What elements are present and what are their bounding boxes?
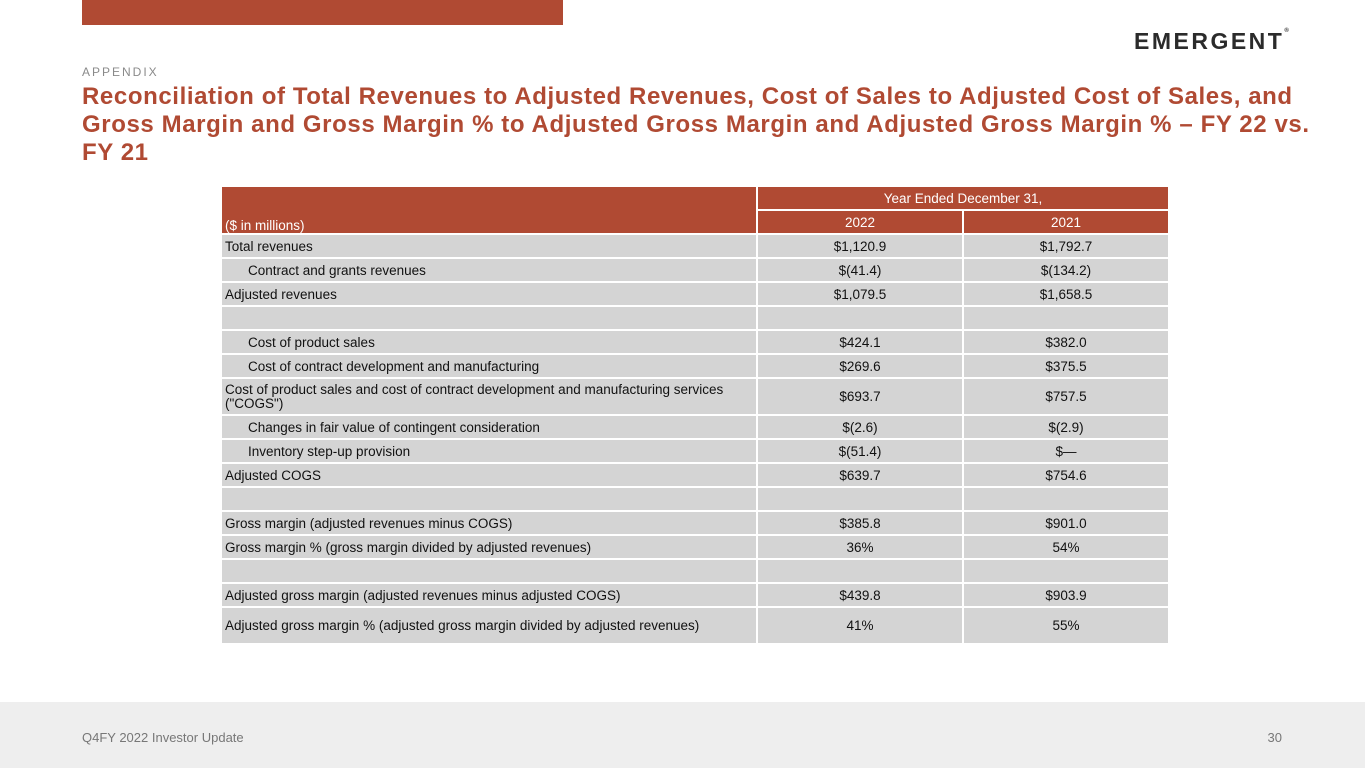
value-2021: $903.9: [962, 582, 1170, 608]
table-row: Inventory step-up provision $(51.4) $—: [220, 438, 1170, 464]
row-label: [220, 305, 758, 331]
value-2022: $693.7: [756, 377, 964, 416]
table-row: Cost of product sales $424.1 $382.0: [220, 329, 1170, 355]
year-header: 2021: [962, 209, 1170, 235]
table-row: Changes in fair value of contingent cons…: [220, 414, 1170, 440]
section-label: APPENDIX: [82, 65, 159, 79]
row-label: Cost of product sales: [220, 329, 758, 355]
row-label: Cost of product sales and cost of contra…: [220, 377, 758, 416]
row-label: Total revenues: [220, 233, 758, 259]
value-2022: [756, 486, 964, 512]
table-row: Adjusted revenues $1,079.5 $1,658.5: [220, 281, 1170, 307]
table-row: Adjusted gross margin (adjusted revenues…: [220, 582, 1170, 608]
value-2022: $(41.4): [756, 257, 964, 283]
row-label: Adjusted COGS: [220, 462, 758, 488]
page-number: 30: [1267, 730, 1282, 745]
value-2022: $439.8: [756, 582, 964, 608]
row-label: Gross margin (adjusted revenues minus CO…: [220, 510, 758, 536]
table-row: [220, 558, 1170, 584]
value-2021: $1,792.7: [962, 233, 1170, 259]
table-row: Cost of product sales and cost of contra…: [220, 377, 1170, 416]
accent-bar: [82, 0, 563, 25]
value-2021: $375.5: [962, 353, 1170, 379]
value-2022: 41%: [756, 606, 964, 645]
logo-text: EMERGENT: [1134, 28, 1285, 54]
value-2022: $385.8: [756, 510, 964, 536]
reconciliation-table: ($ in millions) Year Ended December 31, 2…: [220, 185, 1170, 645]
year-header: 2022: [756, 209, 964, 235]
value-2021: 54%: [962, 534, 1170, 560]
value-2021: $901.0: [962, 510, 1170, 536]
row-label: Changes in fair value of contingent cons…: [220, 414, 758, 440]
footer-title: Q4FY 2022 Investor Update: [82, 730, 244, 745]
value-2021: $(2.9): [962, 414, 1170, 440]
value-2022: $269.6: [756, 353, 964, 379]
table-row: Adjusted COGS $639.7 $754.6: [220, 462, 1170, 488]
emergent-logo: EMERGENT®: [1134, 28, 1292, 54]
table-row: Gross margin (adjusted revenues minus CO…: [220, 510, 1170, 536]
value-2021: 55%: [962, 606, 1170, 645]
value-2022: 36%: [756, 534, 964, 560]
value-2021: [962, 558, 1170, 584]
table-row: [220, 305, 1170, 331]
value-2022: $1,120.9: [756, 233, 964, 259]
value-2021: $757.5: [962, 377, 1170, 416]
row-label: Adjusted revenues: [220, 281, 758, 307]
value-2021: $1,658.5: [962, 281, 1170, 307]
row-label: Cost of contract development and manufac…: [220, 353, 758, 379]
value-2022: [756, 558, 964, 584]
row-label: [220, 486, 758, 512]
value-2021: $754.6: [962, 462, 1170, 488]
value-2022: $(2.6): [756, 414, 964, 440]
table-row: Adjusted gross margin % (adjusted gross …: [220, 606, 1170, 645]
row-label: Contract and grants revenues: [220, 257, 758, 283]
value-2021: [962, 486, 1170, 512]
value-2022: $(51.4): [756, 438, 964, 464]
value-2022: $424.1: [756, 329, 964, 355]
units-header: ($ in millions): [220, 185, 758, 235]
table-row: Gross margin % (gross margin divided by …: [220, 534, 1170, 560]
period-header: Year Ended December 31,: [756, 185, 1170, 211]
row-label: Gross margin % (gross margin divided by …: [220, 534, 758, 560]
row-label: Adjusted gross margin (adjusted revenues…: [220, 582, 758, 608]
table-row: Cost of contract development and manufac…: [220, 353, 1170, 379]
value-2022: $1,079.5: [756, 281, 964, 307]
row-label: Inventory step-up provision: [220, 438, 758, 464]
page-title: Reconciliation of Total Revenues to Adju…: [82, 83, 1310, 166]
table-row: Contract and grants revenues $(41.4) $(134…: [220, 257, 1170, 283]
table-row: Total revenues $1,120.9 $1,792.7: [220, 233, 1170, 259]
footer: Q4FY 2022 Investor Update 30: [0, 702, 1365, 768]
value-2021: [962, 305, 1170, 331]
value-2021: $382.0: [962, 329, 1170, 355]
value-2022: [756, 305, 964, 331]
row-label: [220, 558, 758, 584]
row-label: Adjusted gross margin % (adjusted gross …: [220, 606, 758, 645]
table-row: [220, 486, 1170, 512]
value-2021: $(134.2): [962, 257, 1170, 283]
value-2021: $—: [962, 438, 1170, 464]
value-2022: $639.7: [756, 462, 964, 488]
